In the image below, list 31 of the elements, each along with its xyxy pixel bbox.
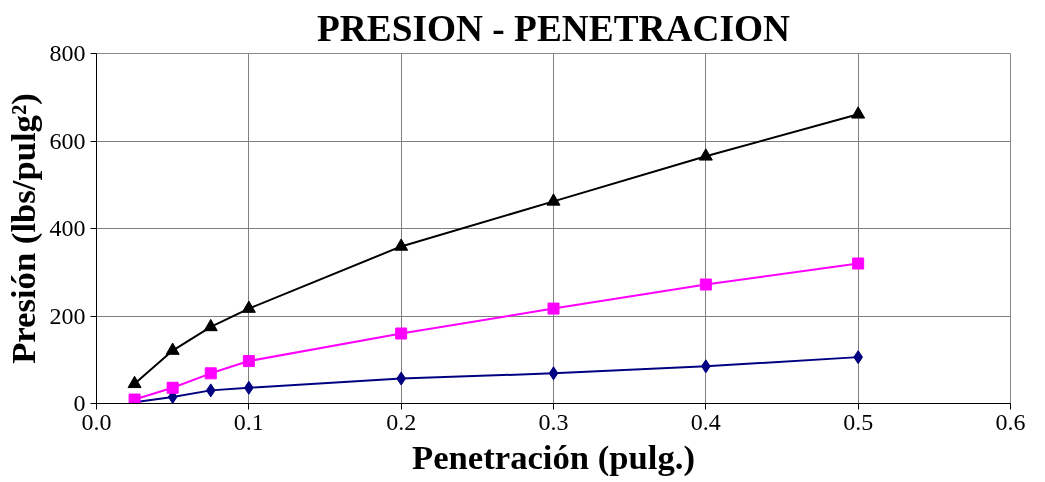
x-axis-title: Penetración (pulg.)	[412, 437, 696, 477]
x-tick-label: 0.4	[690, 408, 721, 435]
y-tick-label: 0	[73, 390, 86, 416]
point	[165, 342, 180, 355]
point	[548, 366, 559, 381]
y-tick-label: 600	[49, 127, 86, 154]
x-tick-label: 0.5	[843, 408, 874, 435]
point	[699, 278, 712, 291]
point	[546, 193, 561, 206]
point	[395, 327, 408, 340]
point	[852, 257, 865, 270]
point	[204, 367, 217, 380]
point	[698, 148, 713, 161]
point	[547, 302, 560, 315]
x-tick-label: 0.3	[538, 408, 569, 435]
x-tick-label: 0.1	[233, 408, 264, 435]
x-tick-label: 0.2	[386, 408, 417, 435]
y-tick-label: 200	[49, 302, 86, 329]
y-tick-label: 800	[49, 40, 86, 66]
point	[851, 106, 866, 119]
point	[127, 375, 142, 389]
y-axis-title: Presión (lbs/pulg²)	[3, 93, 43, 364]
point	[203, 318, 218, 332]
x-tick-label: 0.6	[995, 408, 1026, 435]
point	[241, 300, 256, 313]
point	[205, 383, 216, 398]
chart-title: PRESION - PENETRACION	[317, 7, 790, 49]
y-tick-label: 400	[49, 215, 86, 241]
point	[242, 355, 255, 368]
point	[394, 238, 409, 251]
point	[166, 381, 179, 394]
